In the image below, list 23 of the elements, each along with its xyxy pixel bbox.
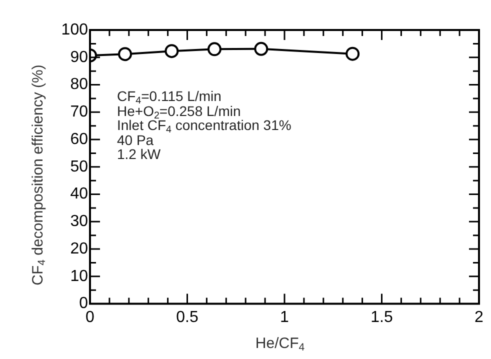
point bbox=[254, 42, 268, 56]
x-tick-label: 0.5 bbox=[176, 308, 198, 326]
y-tick-label: 90 bbox=[70, 48, 88, 66]
y-tick-label: 50 bbox=[70, 158, 88, 176]
point bbox=[346, 46, 360, 61]
point bbox=[207, 42, 222, 56]
x-axis-title: He/CF$_{4}$ bbox=[254, 335, 306, 354]
y-tick-label: 10 bbox=[70, 268, 88, 285]
y-tick-label: 60 bbox=[70, 130, 88, 148]
y-tick-label: 20 bbox=[70, 240, 88, 258]
x-tick-label: 1 bbox=[280, 308, 290, 326]
y-tick-label: 100 bbox=[61, 21, 88, 38]
point bbox=[118, 47, 132, 62]
y-tick-label: 0 bbox=[79, 295, 88, 312]
y-tick-label: 80 bbox=[70, 76, 88, 94]
point bbox=[164, 44, 179, 58]
annotation: 1.2 kW bbox=[117, 146, 162, 162]
x-tick-label: 2 bbox=[474, 308, 484, 326]
annotation: CF$_{4}$=0.115 L/min bbox=[117, 88, 222, 106]
y-tick-label: 30 bbox=[70, 213, 88, 230]
y-tick-label: 70 bbox=[70, 104, 88, 121]
y-tick-label: 40 bbox=[70, 186, 88, 203]
x-tick-label: 1.5 bbox=[370, 308, 393, 326]
